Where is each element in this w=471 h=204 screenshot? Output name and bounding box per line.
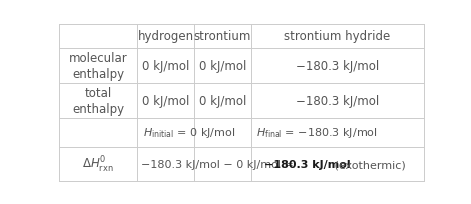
Text: strontium hydride: strontium hydride	[284, 30, 390, 43]
Text: 0 kJ/mol: 0 kJ/mol	[142, 60, 189, 73]
Text: $\Delta H^0_{\mathrm{rxn}}$: $\Delta H^0_{\mathrm{rxn}}$	[82, 154, 114, 174]
Text: −180.3 kJ/mol: −180.3 kJ/mol	[264, 159, 350, 169]
Text: 0 kJ/mol: 0 kJ/mol	[199, 94, 246, 107]
Text: 0 kJ/mol: 0 kJ/mol	[199, 60, 246, 73]
Text: $H_{\mathrm{initial}}$ = 0 kJ/mol: $H_{\mathrm{initial}}$ = 0 kJ/mol	[143, 125, 235, 140]
Text: (exothermic): (exothermic)	[331, 159, 406, 169]
Text: 0 kJ/mol: 0 kJ/mol	[142, 94, 189, 107]
Text: molecular
enthalpy: molecular enthalpy	[69, 52, 128, 81]
Text: −180.3 kJ/mol − 0 kJ/mol =: −180.3 kJ/mol − 0 kJ/mol =	[141, 159, 297, 169]
Text: $H_{\mathrm{final}}$ = −180.3 kJ/mol: $H_{\mathrm{final}}$ = −180.3 kJ/mol	[256, 125, 378, 140]
Text: −180.3 kJ/mol: −180.3 kJ/mol	[296, 94, 379, 107]
Text: strontium: strontium	[194, 30, 251, 43]
Text: −180.3 kJ/mol: −180.3 kJ/mol	[296, 60, 379, 73]
Text: hydrogen: hydrogen	[138, 30, 194, 43]
Text: total
enthalpy: total enthalpy	[72, 86, 124, 115]
